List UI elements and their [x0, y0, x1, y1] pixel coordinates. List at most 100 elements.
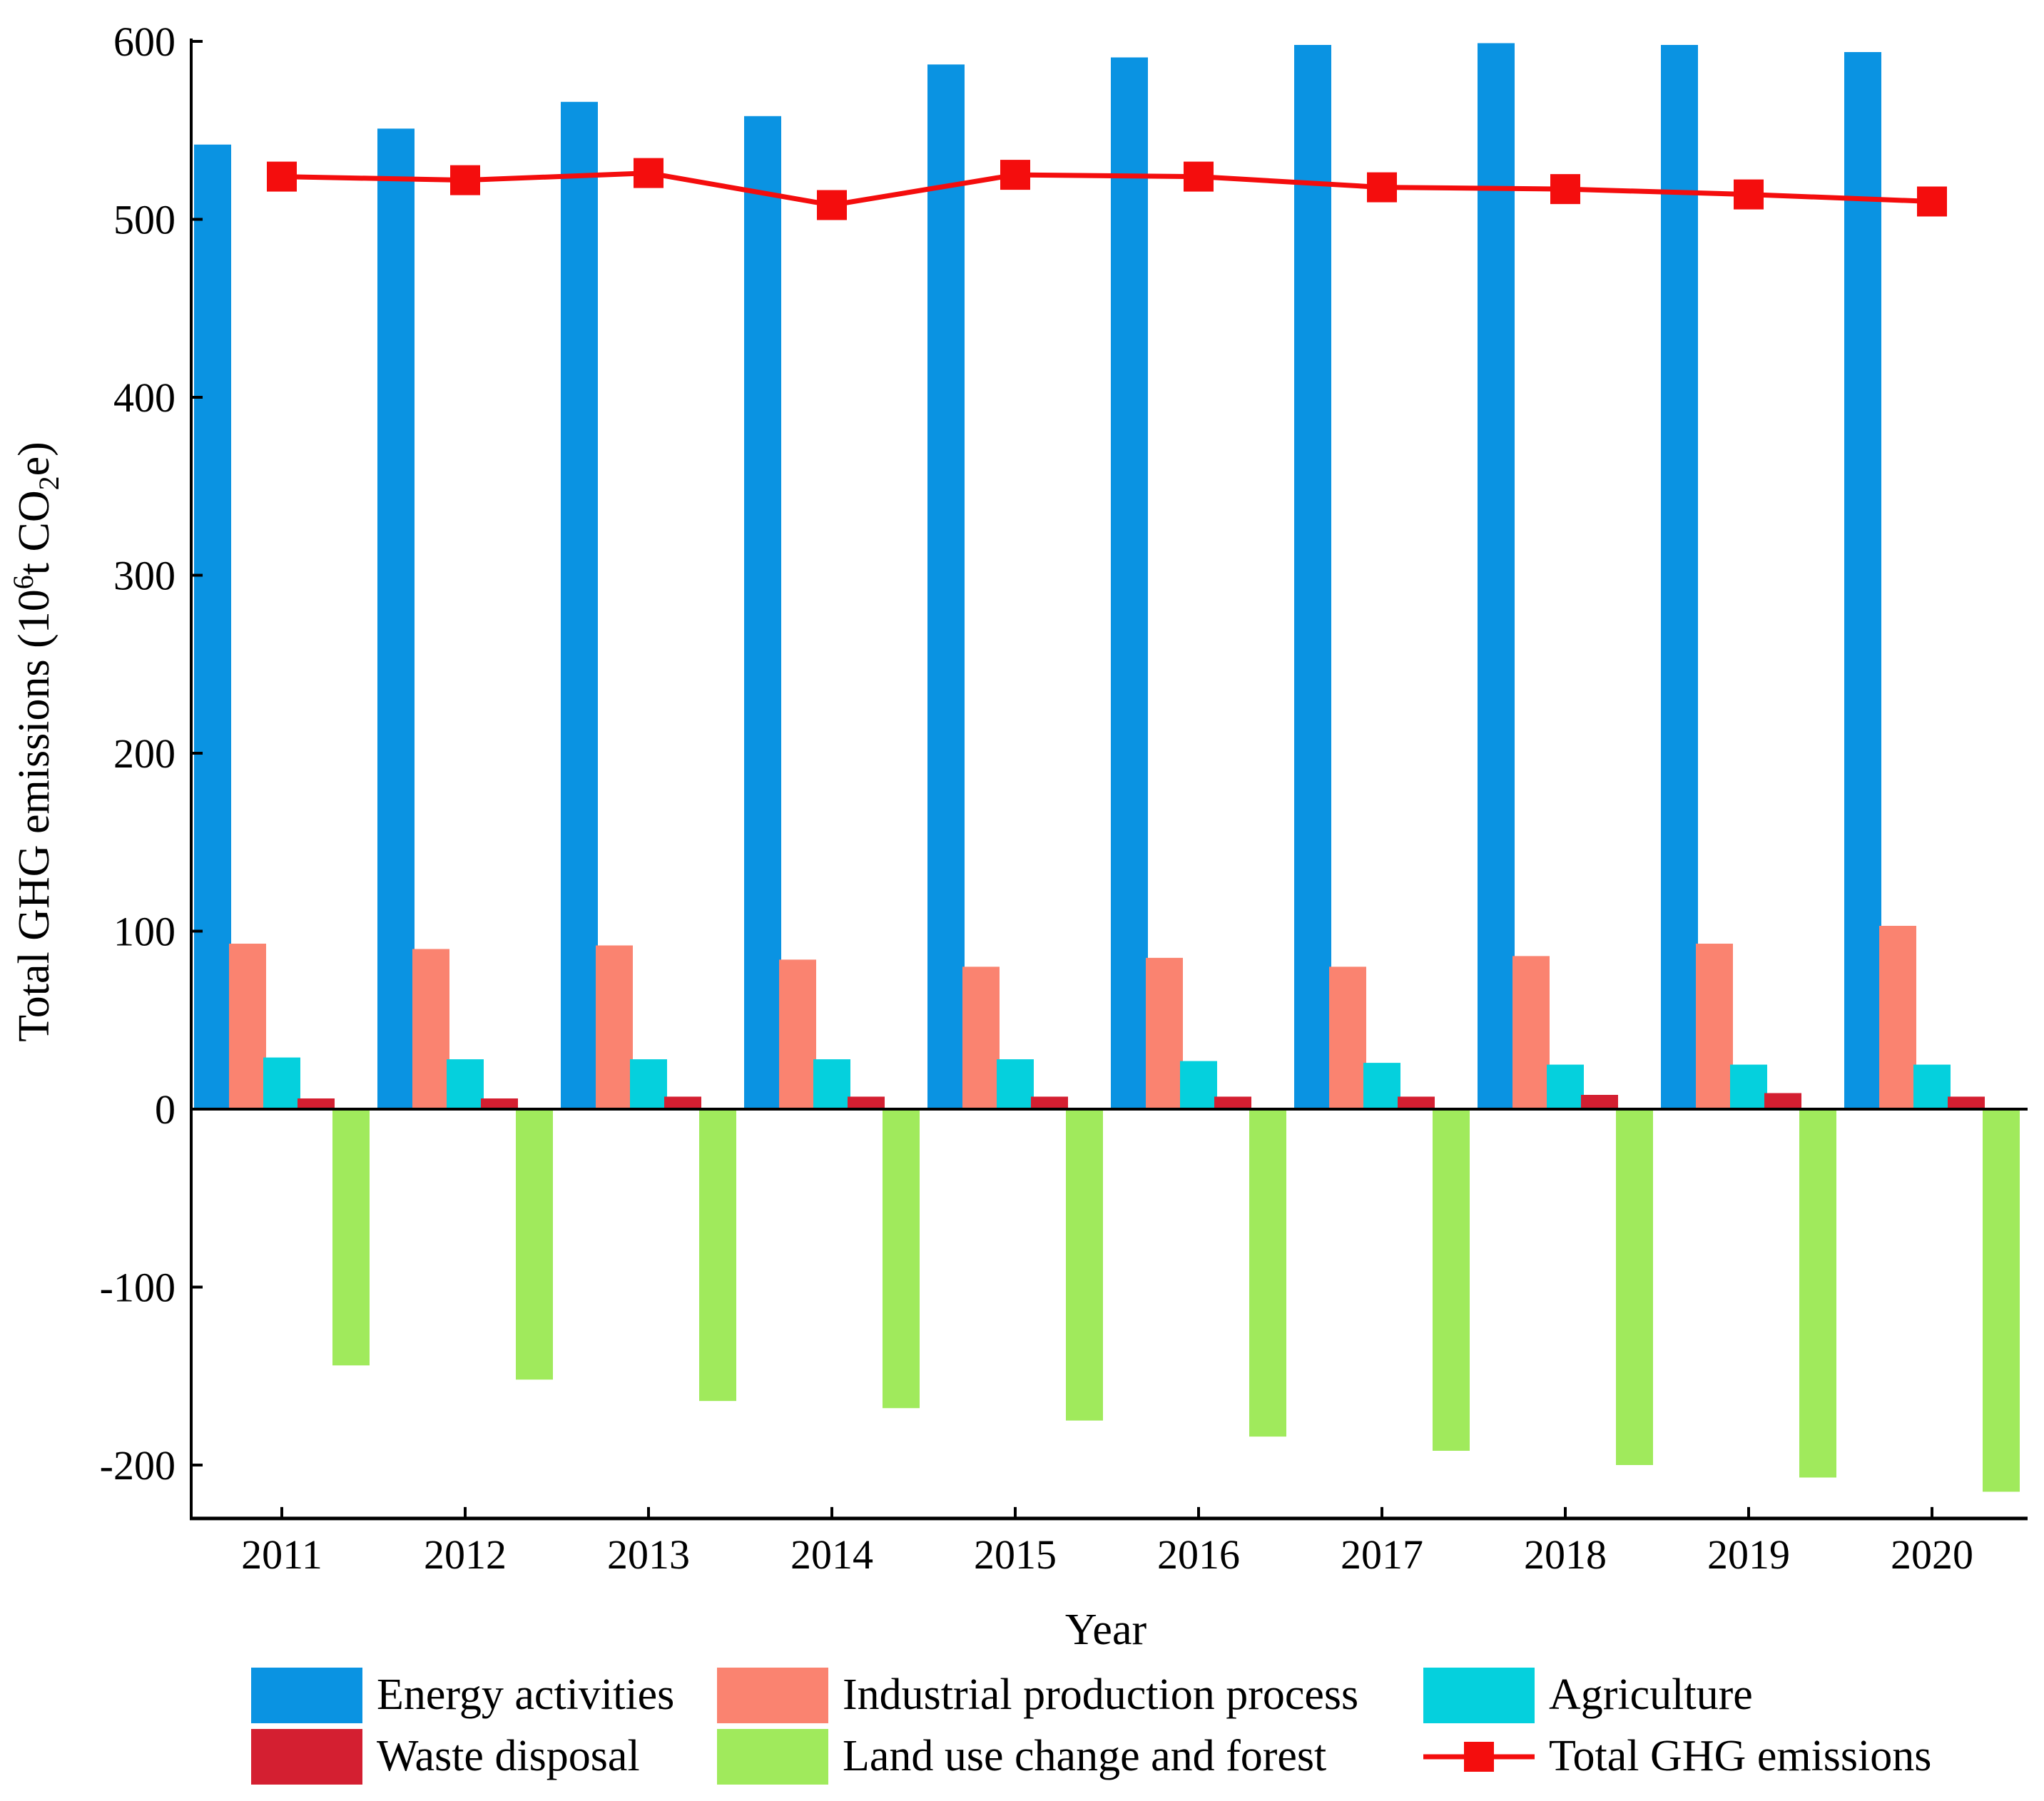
bar-energy-activities-2011 [194, 144, 231, 1110]
x-tick-label-2020: 2020 [1891, 1531, 1973, 1578]
x-tick-label-2016: 2016 [1157, 1531, 1240, 1578]
legend-label-industrial-production-process: Industrial production process [843, 1670, 1358, 1719]
x-tick-label-2012: 2012 [424, 1531, 507, 1578]
bar-industrial-production-process-2017 [1329, 966, 1366, 1109]
bar-waste-disposal-2020 [1948, 1096, 1985, 1109]
bar-waste-disposal-2014 [848, 1096, 885, 1109]
y-axis-title-middle: t CO [10, 490, 59, 575]
legend-item-land-use-change-and-forest: Land use change and forest [717, 1729, 1326, 1785]
y-tick-label-0: 0 [155, 1086, 176, 1133]
bar-energy-activities-2015 [927, 64, 965, 1109]
bar-land-use-change-and-forest-2012 [516, 1109, 553, 1380]
marker-total-ghg-emissions-2014 [817, 190, 847, 220]
x-tick-label-2018: 2018 [1524, 1531, 1607, 1578]
legend-swatch-land-use-change-and-forest [717, 1729, 828, 1785]
bar-industrial-production-process-2020 [1879, 926, 1916, 1109]
x-tick-label-2019: 2019 [1707, 1531, 1790, 1578]
x-tick-label-2015: 2015 [974, 1531, 1057, 1578]
legend-swatch-industrial-production-process [717, 1668, 828, 1723]
series-total-ghg-emissions [267, 158, 1947, 220]
y-tick-label-200: 200 [113, 730, 176, 777]
bar-energy-activities-2017 [1294, 45, 1331, 1109]
y-tick-label-400: 400 [113, 374, 176, 421]
bar-agriculture-2018 [1547, 1064, 1584, 1109]
bar-energy-activities-2019 [1661, 45, 1698, 1109]
bar-waste-disposal-2019 [1764, 1093, 1801, 1109]
bar-land-use-change-and-forest-2011 [332, 1109, 370, 1366]
bar-land-use-change-and-forest-2019 [1799, 1109, 1836, 1478]
bar-agriculture-2016 [1180, 1061, 1217, 1109]
marker-total-ghg-emissions-2017 [1367, 172, 1397, 203]
legend-label-total-ghg-emissions: Total GHG emissions [1549, 1732, 1931, 1780]
bar-land-use-change-and-forest-2014 [883, 1109, 920, 1409]
line-layer [267, 158, 1947, 220]
legend-label-energy-activities: Energy activities [377, 1670, 674, 1719]
y-tick-label-300: 300 [113, 553, 176, 599]
legend-label-agriculture: Agriculture [1549, 1670, 1753, 1719]
bar-waste-disposal-2017 [1398, 1096, 1435, 1109]
legend-item-total-ghg-emissions: Total GHG emissions [1423, 1732, 1931, 1780]
bar-land-use-change-and-forest-2016 [1249, 1109, 1286, 1437]
bar-land-use-change-and-forest-2017 [1433, 1109, 1470, 1451]
bar-land-use-change-and-forest-2018 [1616, 1109, 1653, 1465]
bar-waste-disposal-2012 [481, 1098, 518, 1109]
y-tick-label-600: 600 [113, 19, 176, 65]
bar-energy-activities-2012 [377, 128, 415, 1109]
legend-item-energy-activities: Energy activities [251, 1668, 674, 1723]
x-tick-label-2014: 2014 [790, 1531, 873, 1578]
bar-energy-activities-2020 [1844, 52, 1881, 1109]
series-energy-activities [194, 43, 1881, 1110]
bar-industrial-production-process-2018 [1512, 956, 1550, 1109]
y-axis-title-subscript: 2 [33, 476, 65, 490]
y-axis-title-end: e) [10, 442, 59, 476]
marker-total-ghg-emissions-2013 [634, 158, 663, 188]
bar-energy-activities-2013 [561, 101, 598, 1109]
bar-agriculture-2019 [1730, 1064, 1767, 1109]
x-axis-title: Year [1065, 1606, 1147, 1654]
marker-total-ghg-emissions-2016 [1184, 161, 1214, 192]
bar-waste-disposal-2011 [298, 1098, 335, 1109]
series-agriculture [263, 1057, 1951, 1109]
legend-swatch-energy-activities [251, 1668, 362, 1723]
y-tick-label--200: -200 [100, 1442, 176, 1489]
bar-energy-activities-2016 [1111, 57, 1148, 1109]
bar-energy-activities-2014 [744, 116, 781, 1109]
marker-total-ghg-emissions-2012 [450, 165, 480, 195]
y-axis-title: Total GHG emissions (106t CO2e) [7, 442, 65, 1042]
bar-agriculture-2020 [1913, 1064, 1951, 1109]
x-tick-label-2017: 2017 [1341, 1531, 1423, 1578]
legend-item-agriculture: Agriculture [1423, 1668, 1753, 1723]
bar-agriculture-2017 [1363, 1063, 1400, 1109]
bar-industrial-production-process-2016 [1146, 957, 1183, 1109]
bar-industrial-production-process-2019 [1696, 944, 1733, 1109]
bar-industrial-production-process-2014 [779, 959, 816, 1109]
legend-item-waste-disposal: Waste disposal [251, 1729, 640, 1785]
y-tick-label--100: -100 [100, 1265, 176, 1311]
series-land-use-change-and-forest [332, 1109, 2020, 1492]
bar-industrial-production-process-2015 [962, 966, 1000, 1109]
marker-total-ghg-emissions-2015 [1000, 160, 1030, 190]
axes-layer: 600 500 400 300 200 100 0 -100 -200 2011 2012 2013 2… [100, 19, 2028, 1578]
bar-energy-activities-2018 [1478, 43, 1515, 1109]
bar-land-use-change-and-forest-2013 [699, 1109, 736, 1402]
legend-swatch-agriculture [1423, 1668, 1535, 1723]
line-total-ghg-emissions [281, 170, 1933, 208]
series-industrial-production-process [229, 926, 1916, 1109]
y-tick-label-500: 500 [113, 197, 176, 243]
bar-industrial-production-process-2013 [596, 945, 633, 1109]
legend-swatch-marker-total-ghg-emissions [1464, 1742, 1494, 1772]
legend-label-waste-disposal: Waste disposal [377, 1732, 640, 1780]
bar-agriculture-2012 [447, 1059, 484, 1109]
bar-land-use-change-and-forest-2015 [1066, 1109, 1103, 1421]
bar-industrial-production-process-2012 [412, 949, 449, 1109]
bar-industrial-production-process-2011 [229, 944, 266, 1109]
bar-agriculture-2013 [630, 1059, 667, 1109]
x-tick-label-2011: 2011 [241, 1531, 322, 1578]
marker-total-ghg-emissions-2020 [1917, 186, 1947, 217]
y-axis-title-main: Total GHG emissions (10 [10, 589, 59, 1042]
bars-layer [194, 43, 2020, 1492]
bar-waste-disposal-2016 [1214, 1096, 1251, 1109]
bar-agriculture-2015 [997, 1059, 1034, 1109]
y-axis-title-superscript: 6 [7, 575, 39, 589]
